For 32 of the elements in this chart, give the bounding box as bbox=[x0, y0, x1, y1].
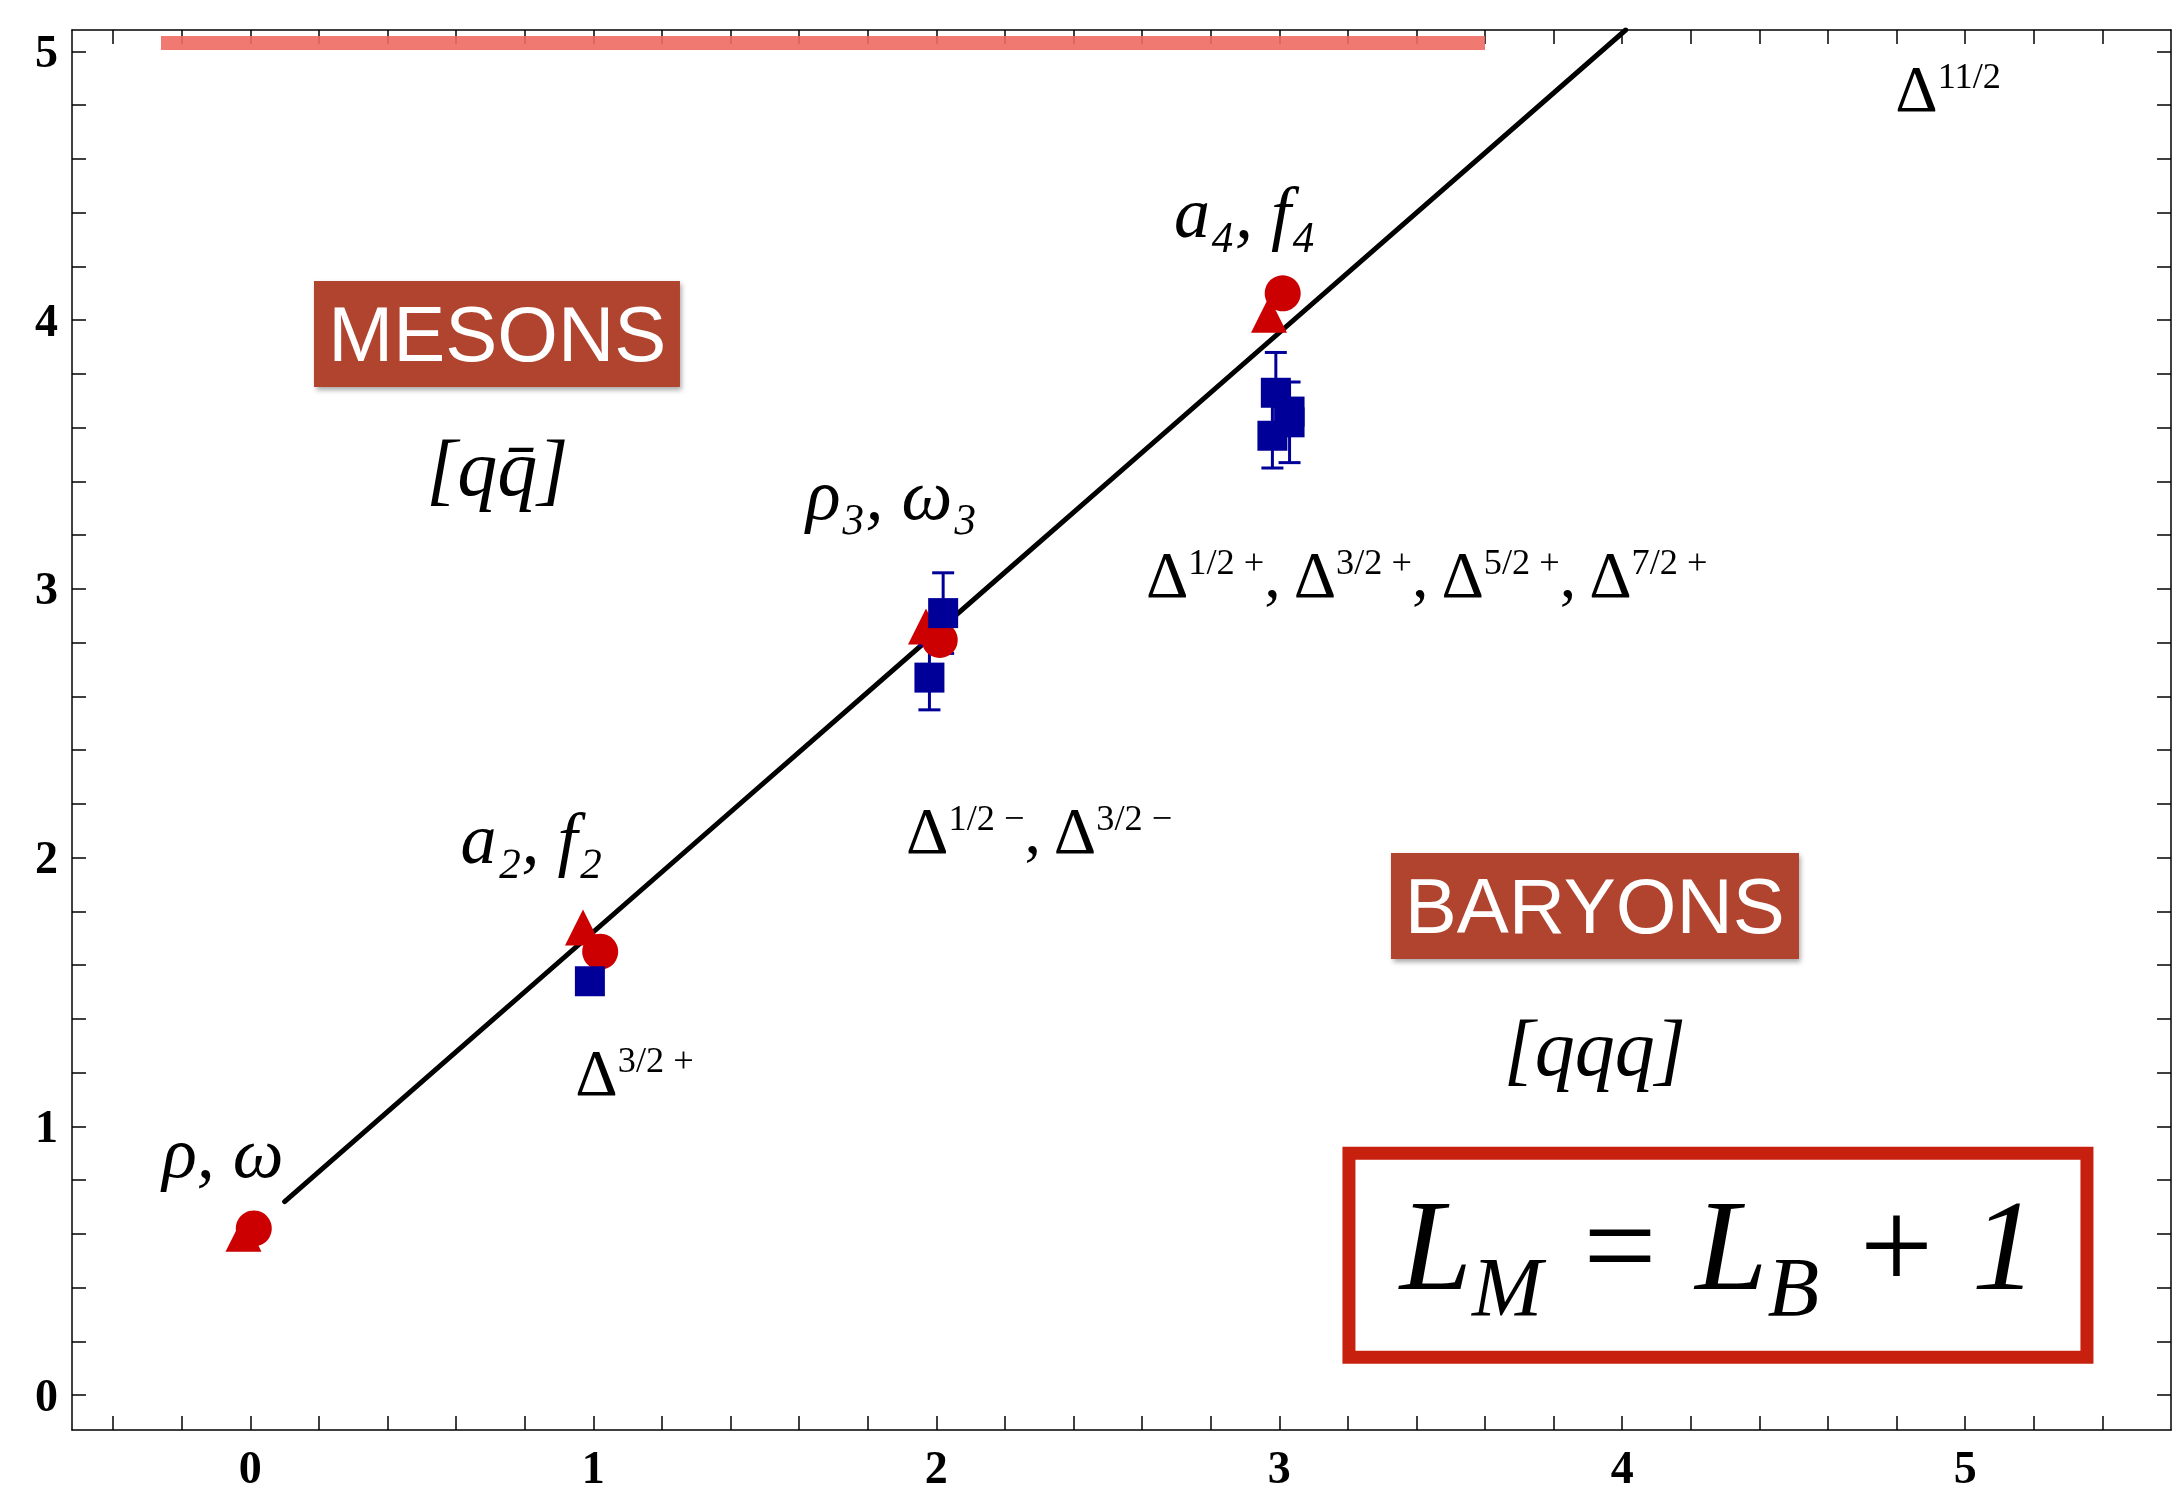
x-tick-label: 3 bbox=[1267, 1441, 1291, 1493]
point bbox=[235, 1210, 272, 1247]
annotation: [qq̄] bbox=[426, 424, 569, 512]
y-tick-label: 1 bbox=[35, 1100, 58, 1152]
x-tick-label: 4 bbox=[1610, 1441, 1634, 1493]
annotation: ρ₃, ω₃ bbox=[805, 454, 978, 535]
point bbox=[574, 966, 605, 997]
point bbox=[928, 598, 959, 629]
point bbox=[1274, 407, 1305, 438]
annotation: L$_{M}$ = L$_{B}$ + 1 bbox=[1342, 1147, 2094, 1364]
annotation: a₂, f₂ bbox=[460, 798, 603, 879]
annotation: BARYONS bbox=[1390, 853, 1799, 959]
point bbox=[582, 933, 619, 970]
x-tick-label: 5 bbox=[1953, 1441, 1977, 1493]
point bbox=[914, 662, 945, 693]
annotation: Δ$^{1/2 −}$, Δ$^{3/2 −}$ bbox=[906, 793, 1173, 867]
x-tick-label: 1 bbox=[581, 1441, 605, 1493]
annotation: Δ$^{3/2 +}$ bbox=[575, 1035, 694, 1109]
annotation: a₄, f₄ bbox=[1173, 172, 1317, 253]
annotation: MESONS bbox=[314, 280, 681, 387]
y-tick-label: 0 bbox=[35, 1369, 58, 1421]
annotation: Δ$^{11/2}$ bbox=[1895, 52, 2001, 126]
y-tick-label: 2 bbox=[35, 832, 58, 884]
x-tick-label: 0 bbox=[238, 1441, 262, 1493]
x-tick-label: 2 bbox=[924, 1441, 948, 1493]
annotation: Δ$^{1/2 +}$, Δ$^{3/2 +}$, Δ$^{5/2 +}$, Δ$^{7/2 +}$ bbox=[1145, 538, 1708, 612]
y-tick-label: 5 bbox=[35, 26, 58, 77]
point bbox=[1264, 275, 1301, 312]
annotation: [qqq] bbox=[1503, 1004, 1686, 1093]
annotation: ρ, ω bbox=[162, 1113, 284, 1194]
y-tick-label: 4 bbox=[35, 294, 58, 346]
y-tick-label: 3 bbox=[35, 563, 58, 615]
